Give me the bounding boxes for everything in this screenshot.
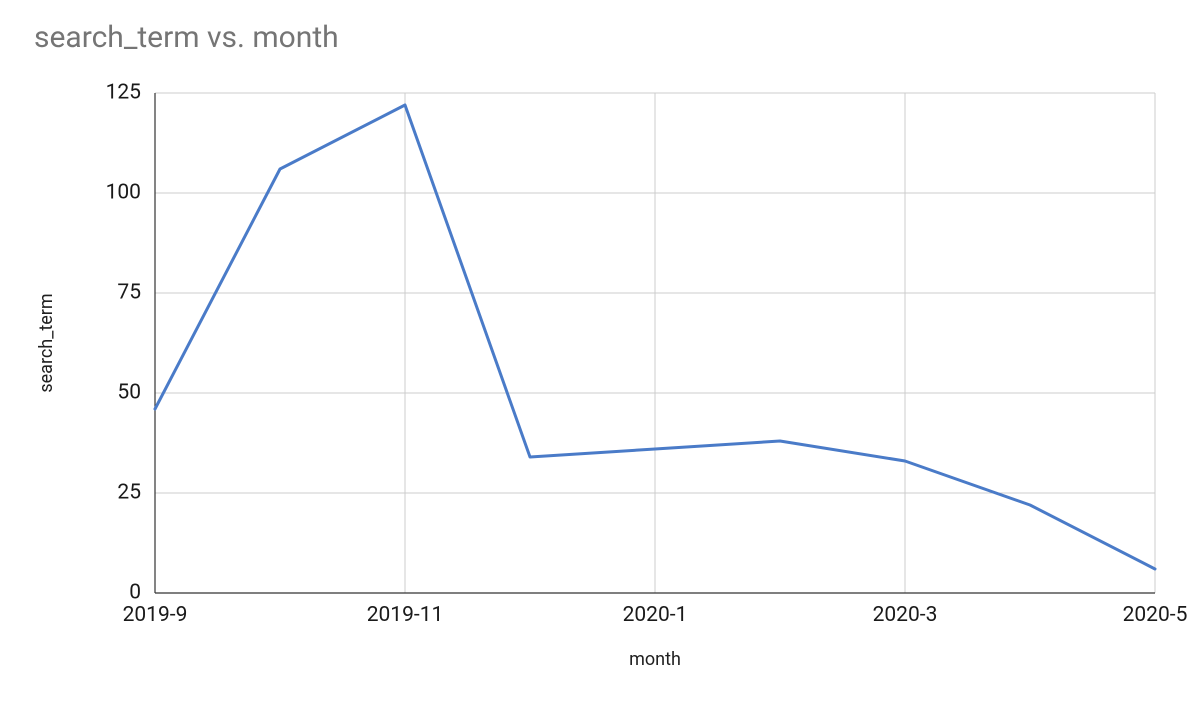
y-tick-label: 125 [106,81,141,105]
x-tick-label: 2019-11 [367,603,444,627]
x-tick-label: 2020-1 [623,603,688,627]
x-tick-label: 2020-3 [873,603,938,627]
y-tick-label: 25 [117,481,141,505]
x-tick-label: 2019-9 [123,603,188,627]
y-tick-label: 50 [117,381,141,405]
y-tick-label: 75 [117,281,141,305]
y-tick-label: 0 [129,581,141,605]
x-tick-label: 2020-5 [1123,603,1188,627]
y-tick-label: 100 [106,181,141,205]
chart-container: search_term vs. month 02550751001252019-… [0,0,1188,722]
x-axis-label: month [629,649,681,670]
y-axis-label: search_term [36,293,57,392]
chart-svg: 0 25 50 75 100 125 2019-9 2019-11 2020-1 2020-3 20… [0,0,1188,722]
